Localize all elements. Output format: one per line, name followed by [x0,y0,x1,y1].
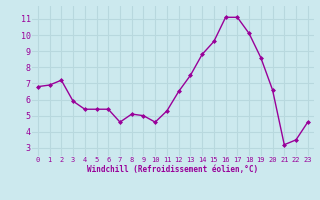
X-axis label: Windchill (Refroidissement éolien,°C): Windchill (Refroidissement éolien,°C) [87,165,258,174]
